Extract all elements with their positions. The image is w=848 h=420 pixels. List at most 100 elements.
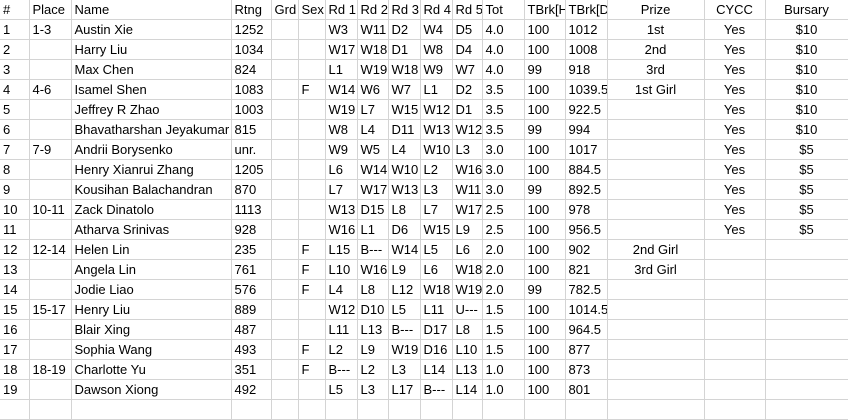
cell-name[interactable]: Helen Lin: [70, 239, 232, 260]
cell-rd4[interactable]: L6: [419, 259, 453, 280]
cell-rd5[interactable]: W7: [451, 59, 483, 80]
cell-rating[interactable]: 1034: [230, 39, 272, 60]
cell-name[interactable]: Zack Dinatolo: [70, 199, 232, 220]
cell-grade[interactable]: [270, 219, 299, 240]
cell-bursary[interactable]: [764, 239, 848, 260]
cell-name[interactable]: Dawson Xiong: [70, 379, 232, 400]
cell-bursary[interactable]: $10: [764, 119, 848, 140]
cell-rating[interactable]: 351: [230, 359, 272, 380]
cell-total[interactable]: 2.0: [481, 259, 525, 280]
cell-num[interactable]: 8: [0, 159, 30, 180]
cell-rd1[interactable]: W12: [324, 299, 358, 320]
cell-rd1[interactable]: L2: [324, 339, 358, 360]
cell-rd5[interactable]: W12: [451, 119, 483, 140]
cell-total[interactable]: 2.5: [481, 219, 525, 240]
cell-num[interactable]: 9: [0, 179, 30, 200]
cell-prize[interactable]: 2nd Girl: [606, 239, 705, 260]
cell-tbrk-h[interactable]: 100: [523, 379, 566, 400]
cell-place[interactable]: [28, 259, 72, 280]
cell-rd1[interactable]: L15: [324, 239, 358, 260]
cell-rd4[interactable]: L14: [419, 359, 453, 380]
cell-num[interactable]: 3: [0, 59, 30, 80]
cell-rd3[interactable]: W18: [387, 59, 421, 80]
cell-place[interactable]: [28, 319, 72, 340]
cell-rd1[interactable]: L4: [324, 279, 358, 300]
cell-total[interactable]: 1.0: [481, 379, 525, 400]
cell-rd5[interactable]: D2: [451, 79, 483, 100]
cell-cycc[interactable]: [703, 239, 766, 260]
cell-rd2[interactable]: W16: [356, 259, 389, 280]
cell-cycc[interactable]: [703, 259, 766, 280]
cell-prize[interactable]: [606, 179, 705, 200]
cell-prize[interactable]: [606, 279, 705, 300]
cell-rd3[interactable]: L8: [387, 199, 421, 220]
cell-tbrk-d[interactable]: 994: [564, 119, 608, 140]
cell-grade[interactable]: [270, 199, 299, 220]
cell-rd5[interactable]: W11: [451, 179, 483, 200]
cell-tbrk-d[interactable]: 956.5: [564, 219, 608, 240]
cell-rd3[interactable]: W10: [387, 159, 421, 180]
cell-total[interactable]: 3.0: [481, 139, 525, 160]
cell-rd5[interactable]: W17: [451, 199, 483, 220]
cell-sex[interactable]: [297, 139, 326, 160]
cell-tbrk-h[interactable]: 100: [523, 219, 566, 240]
cell-rd4[interactable]: D16: [419, 339, 453, 360]
cell-total[interactable]: 3.5: [481, 99, 525, 120]
cell-grade[interactable]: [270, 159, 299, 180]
cell-rd2[interactable]: W6: [356, 79, 389, 100]
cell-rd3[interactable]: L17: [387, 379, 421, 400]
cell-rating[interactable]: 487: [230, 319, 272, 340]
cell-bursary[interactable]: $10: [764, 39, 848, 60]
cell-bursary[interactable]: [764, 279, 848, 300]
cell-sex[interactable]: [297, 39, 326, 60]
cell-rd1[interactable]: W9: [324, 139, 358, 160]
cell-name[interactable]: Andrii Borysenko: [70, 139, 232, 160]
cell-place[interactable]: 7-9: [28, 139, 72, 160]
cell-rd4[interactable]: D17: [419, 319, 453, 340]
cell-rd3[interactable]: L4: [387, 139, 421, 160]
cell-rating[interactable]: 1083: [230, 79, 272, 100]
cell-cycc[interactable]: Yes: [703, 119, 766, 140]
cell-sex[interactable]: [297, 379, 326, 400]
cell-rd4[interactable]: W9: [419, 59, 453, 80]
column-header-sex[interactable]: Sex: [297, 0, 326, 20]
cell-sex[interactable]: [297, 19, 326, 40]
cell-num[interactable]: 18: [0, 359, 30, 380]
cell-place[interactable]: [28, 379, 72, 400]
cell-tbrk-d[interactable]: 892.5: [564, 179, 608, 200]
cell-prize[interactable]: 2nd: [606, 39, 705, 60]
cell-num[interactable]: 16: [0, 319, 30, 340]
cell-rating[interactable]: 1252: [230, 19, 272, 40]
cell-rating[interactable]: 1113: [230, 199, 272, 220]
cell-sex[interactable]: F: [297, 239, 326, 260]
cell-rd5[interactable]: D5: [451, 19, 483, 40]
cell-rd2[interactable]: L8: [356, 279, 389, 300]
cell-bursary[interactable]: [764, 319, 848, 340]
cell-tbrk-d[interactable]: 821: [564, 259, 608, 280]
cell-tbrk-d[interactable]: 978: [564, 199, 608, 220]
cell-rd1[interactable]: L6: [324, 159, 358, 180]
cell-place[interactable]: 4-6: [28, 79, 72, 100]
cell-rd2[interactable]: W17: [356, 179, 389, 200]
cell-name[interactable]: Jodie Liao: [70, 279, 232, 300]
cell-sex[interactable]: [297, 299, 326, 320]
cell-rating[interactable]: 815: [230, 119, 272, 140]
cell-prize[interactable]: [606, 379, 705, 400]
cell-rd1[interactable]: L5: [324, 379, 358, 400]
cell-tbrk-d[interactable]: 1039.5: [564, 79, 608, 100]
cell-cycc[interactable]: Yes: [703, 219, 766, 240]
cell-total[interactable]: 2.5: [481, 199, 525, 220]
cell-rd2[interactable]: W18: [356, 39, 389, 60]
cell-sex[interactable]: F: [297, 259, 326, 280]
cell-rd4[interactable]: W10: [419, 139, 453, 160]
cell-rd4[interactable]: L1: [419, 79, 453, 100]
cell-prize[interactable]: [606, 299, 705, 320]
cell-place[interactable]: [28, 279, 72, 300]
cell-num[interactable]: 5: [0, 99, 30, 120]
cell-rating[interactable]: 824: [230, 59, 272, 80]
cell-cycc[interactable]: [703, 339, 766, 360]
cell-rating[interactable]: 1205: [230, 159, 272, 180]
cell-tbrk-h[interactable]: 100: [523, 199, 566, 220]
cell-total[interactable]: 3.5: [481, 79, 525, 100]
cell-tbrk-h[interactable]: 100: [523, 99, 566, 120]
